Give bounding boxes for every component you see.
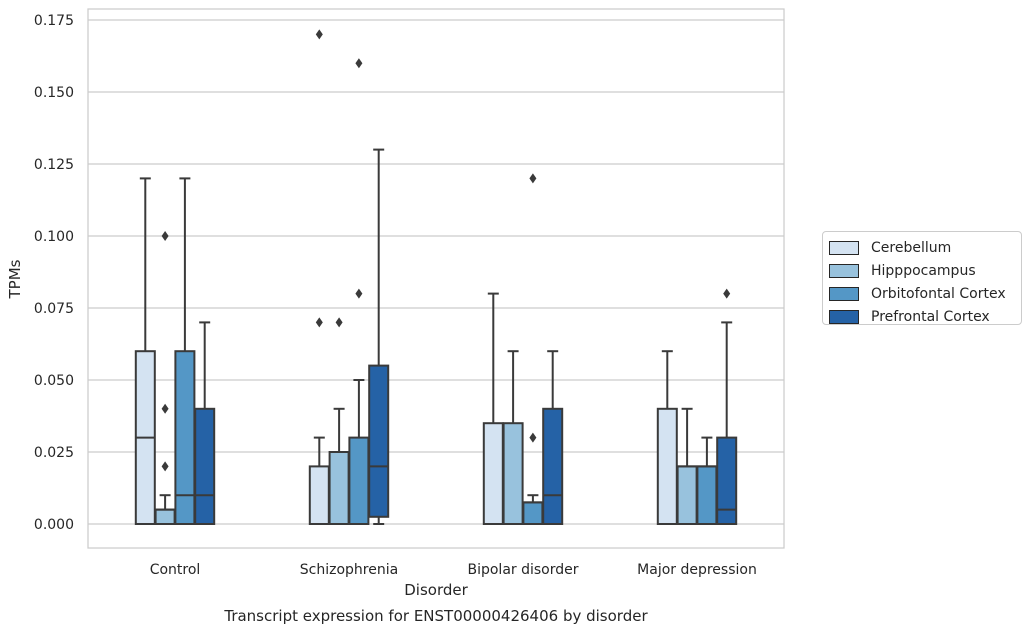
legend: Cerebellum Hipppocampus Orbitofontal Cor… — [822, 231, 1022, 325]
legend-item: Orbitofontal Cortex — [829, 282, 1021, 305]
box-iqr — [656, 407, 678, 525]
y-tick-label: 0.100 — [34, 229, 74, 245]
box-prefrontal-cortex — [716, 288, 738, 526]
legend-label: Prefrontal Cortex — [871, 308, 990, 325]
box-prefrontal-cortex — [194, 321, 216, 525]
legend-item: Prefrontal Cortex — [829, 305, 1021, 328]
box-hipppocampus — [676, 407, 698, 525]
box-hipppocampus — [328, 317, 350, 525]
outlier-point — [161, 403, 169, 414]
box-cerebellum — [308, 29, 330, 525]
box-iqr — [696, 465, 718, 525]
y-tick-label: 0.125 — [34, 157, 74, 173]
outlier-point — [315, 29, 323, 40]
box-iqr — [348, 436, 370, 526]
x-axis-title: Disorder — [404, 581, 468, 599]
box-hipppocampus — [502, 350, 524, 526]
box-iqr — [154, 508, 176, 526]
y-tick-label: 0.050 — [34, 373, 74, 389]
outlier-point — [315, 317, 323, 328]
outlier-point — [529, 432, 537, 443]
box-iqr — [502, 422, 524, 526]
box-iqr — [676, 465, 698, 525]
legend-swatch — [829, 240, 859, 255]
outlier-point — [161, 461, 169, 472]
chart-caption: Transcript expression for ENST0000042640… — [224, 607, 648, 625]
box-iqr — [522, 501, 544, 525]
outlier-point — [335, 317, 343, 328]
box-cerebellum — [656, 350, 678, 525]
y-tick-label: 0.025 — [34, 445, 74, 461]
y-tick-label: 0.075 — [34, 301, 74, 317]
y-axis-title: TPMs — [6, 259, 24, 299]
x-tick-labels: Control Schizophrenia Bipolar disorder Majo… — [150, 562, 757, 578]
x-tick-label: Control — [150, 562, 201, 578]
legend-item: Hipppocampus — [829, 259, 1021, 282]
box-orbitofontal-cortex — [174, 177, 196, 526]
box-iqr — [194, 407, 216, 525]
y-tick-label: 0.175 — [34, 13, 74, 29]
legend-label: Orbitofontal Cortex — [871, 285, 1006, 302]
box-iqr — [542, 407, 564, 525]
box-cerebellum — [134, 177, 156, 526]
legend-swatch — [829, 309, 859, 324]
outlier-point — [723, 288, 731, 299]
box-orbitofontal-cortex — [348, 58, 370, 526]
legend-label: Hipppocampus — [871, 262, 976, 279]
x-tick-label: Schizophrenia — [300, 562, 398, 578]
box-iqr — [368, 364, 390, 518]
outlier-point — [161, 231, 169, 241]
box-iqr — [482, 422, 504, 526]
box-orbitofontal-cortex — [522, 173, 544, 525]
outlier-point — [529, 173, 537, 184]
outlier-point — [355, 288, 363, 299]
box-hipppocampus — [154, 231, 176, 526]
legend-item: Cerebellum — [829, 236, 1021, 259]
legend-label: Cerebellum — [871, 239, 952, 256]
x-tick-label: Major depression — [637, 562, 757, 578]
y-tick-labels: 0.000 0.025 0.050 0.075 0.100 0.125 0.150 0.175 — [34, 13, 74, 533]
box-iqr — [308, 465, 330, 525]
box-prefrontal-cortex — [542, 350, 564, 525]
plot-frame — [87, 8, 785, 549]
box-iqr — [174, 350, 196, 526]
box-plots — [134, 29, 738, 526]
outlier-point — [355, 58, 363, 69]
box-prefrontal-cortex — [368, 148, 390, 525]
box-iqr — [716, 436, 738, 526]
box-orbitofontal-cortex — [696, 436, 718, 525]
x-tick-label: Bipolar disorder — [467, 562, 578, 578]
y-tick-label: 0.000 — [34, 517, 74, 533]
legend-swatch — [829, 263, 859, 278]
y-tick-label: 0.150 — [34, 85, 74, 101]
legend-swatch — [829, 286, 859, 301]
box-iqr — [328, 451, 350, 525]
box-cerebellum — [482, 292, 504, 526]
